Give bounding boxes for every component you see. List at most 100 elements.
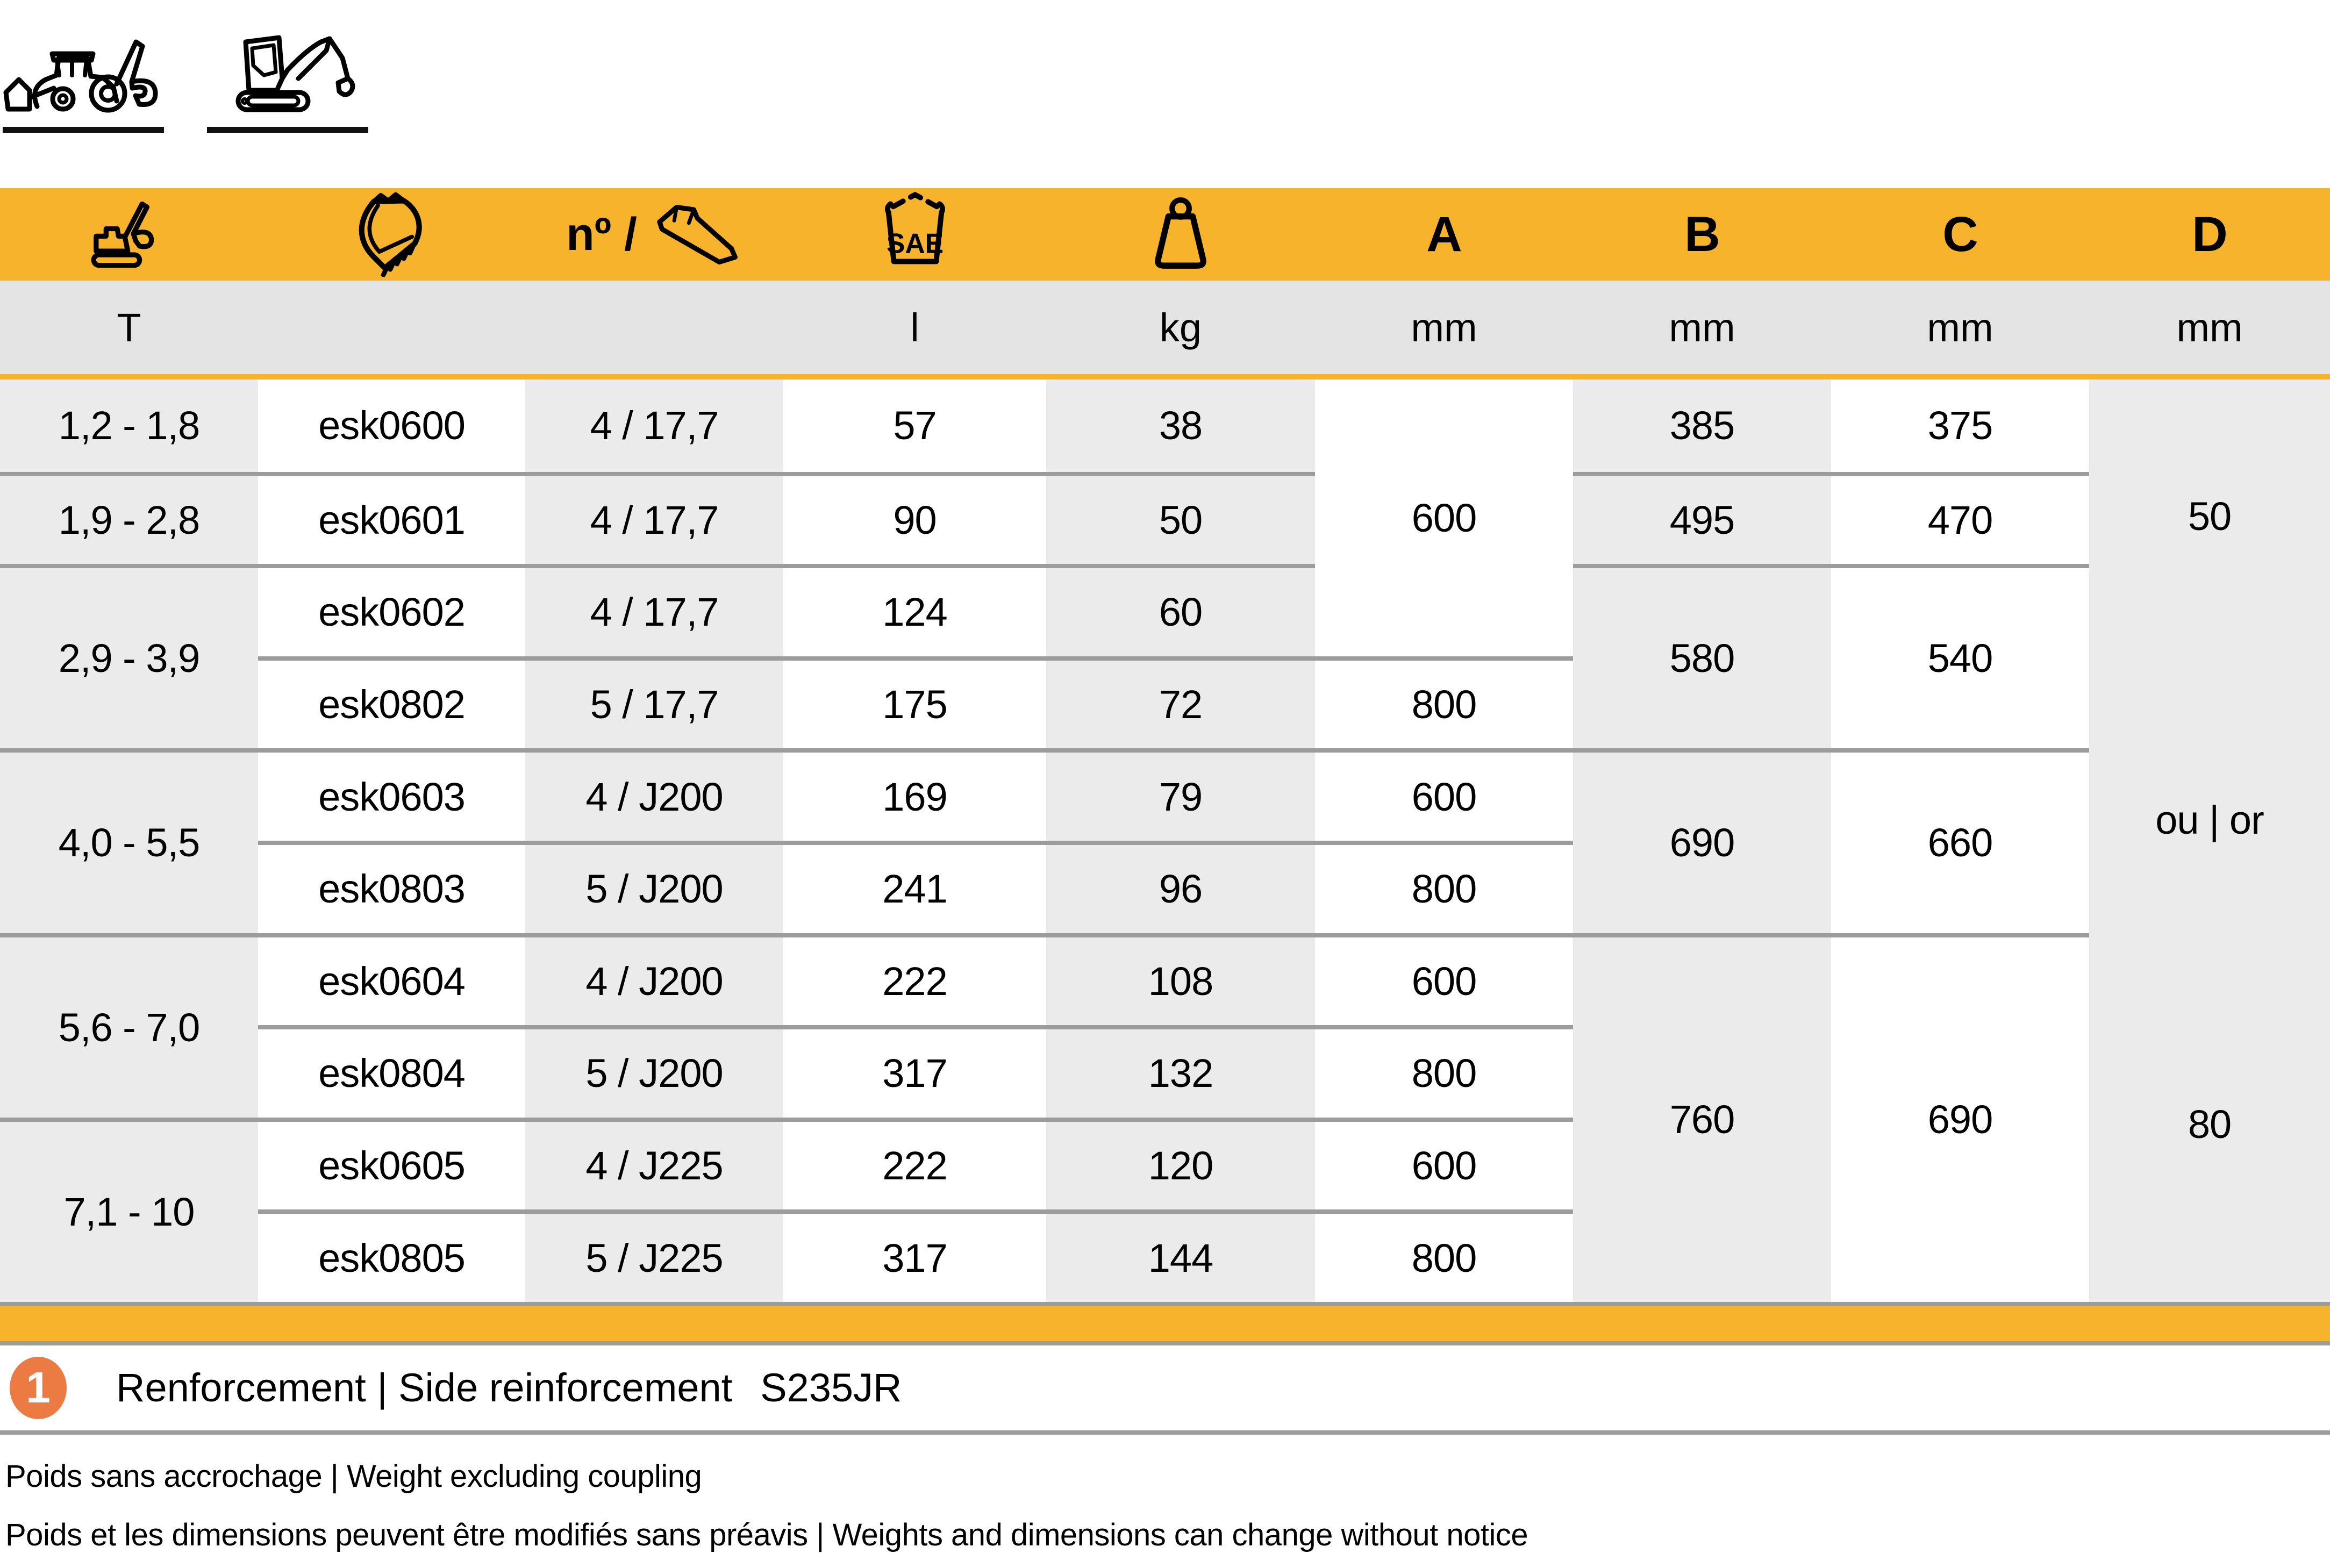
teeth-spec: 5 / J200 [525,840,783,933]
table-body: 1,2 - 1,8 1,9 - 2,8 2,9 - 3,9 4,0 - 5,5 … [0,380,2330,1302]
footer-notes: Poids sans accrochage | Weight excluding… [5,1436,2317,1553]
unit-empty-teeth [525,281,783,374]
dim-c-value: 470 [1831,471,2089,564]
weight-value: 132 [1046,1025,1315,1118]
volume-value: 90 [783,471,1046,564]
volume-value: 241 [783,840,1046,933]
table-header-row: nº / SAE A B [0,188,2330,281]
volume-value: 317 [783,1025,1046,1118]
weight-value: 38 [1046,380,1315,472]
svg-text:SAE: SAE [886,227,943,259]
volume-value: 222 [783,1117,1046,1210]
model-code: esk0802 [258,656,525,749]
volume-value: 175 [783,656,1046,749]
column-b-header: B [1684,206,1720,262]
dim-a-value: 800 [1315,1209,1573,1302]
footnote-bottom-rule [0,1430,2330,1435]
volume-value: 222 [783,933,1046,1026]
weight-value: 144 [1046,1209,1315,1302]
model-code: esk0601 [258,471,525,564]
bucket-icon [258,188,525,281]
model-code: esk0803 [258,840,525,933]
footnote-marker-badge: 1 [10,1356,67,1419]
dim-a-value: 600 [1315,1117,1573,1210]
spec-table: nº / SAE A B [0,188,2330,1435]
note-dimensions-disclaimer: Poids et les dimensions peuvent être mod… [5,1517,1528,1552]
unit-a-mm: mm [1411,305,1477,350]
dim-b-value: 690 [1573,748,1831,933]
column-c-header: C [1942,206,1978,262]
dim-a-value: 600 [1315,748,1573,841]
volume-value: 317 [783,1209,1046,1302]
tonnage-range: 5,6 - 7,0 [0,933,258,1118]
tonnage-range: 7,1 - 10 [0,1117,258,1302]
unit-tonnage: T [117,305,141,350]
volume-value: 169 [783,748,1046,841]
weight-value: 120 [1046,1117,1315,1210]
footnote-top-rule [0,1341,2330,1345]
tonnage-range: 2,9 - 3,9 [0,564,258,749]
dim-d-cell: 50 ou | or 80 [2089,380,2330,1302]
dim-b-value: 495 [1573,471,1831,564]
teeth-spec: 4 / 17,7 [525,380,783,472]
steel-grade: S235JR [760,1365,902,1411]
dim-c-value: 660 [1831,748,2089,933]
dim-c-value: 375 [1831,380,2089,472]
tonnage-range: 4,0 - 5,5 [0,748,258,933]
dim-c-value: 690 [1831,933,2089,1302]
table-bottom-rule [0,1301,2330,1306]
yellow-bottom-bar [0,1306,2330,1341]
mini-excavator-underline [207,127,368,133]
dim-a-value: 800 [1315,840,1573,933]
mini-excavator-icon [207,32,368,133]
model-code: esk0603 [258,748,525,841]
dim-b-value: 385 [1573,380,1831,472]
dim-a-value: 800 [1315,1025,1573,1118]
teeth-spec: 4 / J225 [525,1117,783,1210]
dim-b-value: 760 [1573,933,1831,1302]
weight-value: 72 [1046,656,1315,749]
tooth-count-header: nº / [525,188,783,281]
unit-volume: l [910,305,919,350]
unit-empty-code [258,281,525,374]
model-code: esk0600 [258,380,525,472]
sae-bucket-icon: SAE [783,188,1046,281]
dim-a-value: 600 [1315,933,1573,1026]
weight-value: 50 [1046,471,1315,564]
teeth-spec: 4 / J200 [525,933,783,1026]
weight-value: 108 [1046,933,1315,1026]
volume-value: 57 [783,380,1046,472]
unit-c-mm: mm [1927,305,1993,350]
dim-c-value: 540 [1831,564,2089,749]
teeth-spec: 5 / J225 [525,1209,783,1302]
teeth-spec: 5 / J200 [525,1025,783,1118]
excavator-icon [0,188,258,281]
dim-d-option2: 80 [2188,1101,2232,1147]
model-code: esk0804 [258,1025,525,1118]
dim-d-or-label: ou | or [2155,798,2264,843]
teeth-spec: 4 / J200 [525,748,783,841]
weight-value: 60 [1046,564,1315,656]
unit-weight: kg [1159,305,1202,350]
note-weight-excluding-coupling: Poids sans accrochage | Weight excluding… [5,1459,702,1494]
tonnage-range: 1,9 - 2,8 [0,471,258,564]
backhoe-loader-icon [3,32,164,133]
units-row: T l kg mm mm mm mm [0,281,2330,374]
teeth-spec: 5 / 17,7 [525,656,783,749]
model-code: esk0604 [258,933,525,1026]
dim-b-value: 580 [1573,564,1831,749]
dim-a-value: 600 [1315,380,1573,656]
volume-value: 124 [783,564,1046,656]
model-code: esk0605 [258,1117,525,1210]
footnote-row: 1 Renforcement | Side reinforcement S235… [0,1345,2330,1430]
weight-value: 96 [1046,840,1315,933]
model-code: esk0805 [258,1209,525,1302]
model-code: esk0602 [258,564,525,656]
column-d-header: D [2192,206,2227,262]
footnote-label: Renforcement | Side reinforcement [116,1365,733,1411]
machine-compatibility-icons [3,32,368,133]
weight-value: 79 [1046,748,1315,841]
column-a-header: A [1426,206,1462,262]
weight-icon [1046,188,1315,281]
